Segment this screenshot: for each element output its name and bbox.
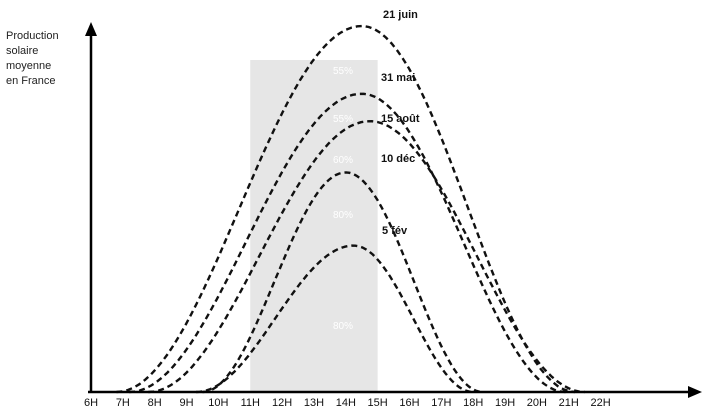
x-tick-label: 8H bbox=[148, 397, 162, 408]
curve-5 bbox=[196, 244, 474, 394]
x-tick-label: 18H bbox=[463, 397, 483, 408]
x-tick-label: 12H bbox=[272, 397, 292, 408]
percent-label: 55% bbox=[333, 114, 353, 125]
curve-labels: 21 juin 31 mai 15 août 10 déc 5 fév bbox=[381, 9, 420, 237]
x-tick-label: 17H bbox=[431, 397, 451, 408]
curve-4 bbox=[202, 171, 483, 394]
curve-label-10-dec: 10 déc bbox=[381, 153, 415, 165]
percent-label: 80% bbox=[333, 321, 353, 332]
curve-label-21-juin: 21 juin bbox=[383, 9, 418, 21]
x-tick-label: 13H bbox=[304, 397, 324, 408]
x-tick-label: 22H bbox=[591, 397, 611, 408]
x-tick-label: 10H bbox=[208, 397, 228, 408]
y-axis-label-line: en France bbox=[6, 75, 56, 87]
x-tick-label: 14H bbox=[336, 397, 356, 408]
x-axis-arrow-icon bbox=[688, 386, 702, 398]
x-tick-label: 6H bbox=[84, 397, 98, 408]
midday-highlight-band bbox=[250, 60, 378, 392]
y-axis-label-line: moyenne bbox=[6, 60, 51, 72]
curve-3 bbox=[148, 119, 585, 394]
y-axis-arrow-icon bbox=[85, 22, 97, 36]
x-tick-label: 11H bbox=[241, 397, 260, 408]
percent-labels: 55% 55% 60% 80% 80% bbox=[333, 66, 353, 332]
x-tick-labels: 6H 7H 8H 9H 10H 11H 12H 13H 14H 15H 16H 17H 18H 19H 20… bbox=[84, 397, 611, 408]
x-tick-label: 15H bbox=[368, 397, 388, 408]
x-tick-label: 19H bbox=[495, 397, 515, 408]
percent-label: 60% bbox=[333, 155, 353, 166]
curve-label-5-fev: 5 fév bbox=[382, 225, 408, 237]
x-tick-label: 20H bbox=[527, 397, 547, 408]
x-tick-label: 16H bbox=[399, 397, 419, 408]
percent-label: 80% bbox=[333, 210, 353, 221]
x-axis bbox=[88, 386, 702, 398]
curve-2 bbox=[129, 92, 566, 394]
y-axis bbox=[85, 22, 97, 392]
percent-label: 55% bbox=[333, 66, 353, 77]
curve-label-31-mai: 31 mai bbox=[381, 72, 415, 84]
y-axis-label-line: solaire bbox=[6, 45, 38, 57]
x-tick-label: 9H bbox=[180, 397, 194, 408]
x-tick-label: 21H bbox=[559, 397, 579, 408]
curve-label-15-aout: 15 août bbox=[381, 113, 420, 125]
curves-group bbox=[116, 24, 585, 394]
y-axis-label: Production solaire moyenne en France bbox=[6, 30, 59, 87]
x-tick-label: 7H bbox=[116, 397, 130, 408]
y-axis-label-line: Production bbox=[6, 30, 59, 42]
